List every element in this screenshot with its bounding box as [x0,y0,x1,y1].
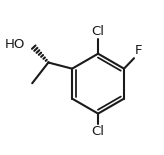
Text: Cl: Cl [92,25,105,38]
Text: Cl: Cl [92,125,105,138]
Text: F: F [135,44,143,58]
Text: HO: HO [5,38,25,51]
